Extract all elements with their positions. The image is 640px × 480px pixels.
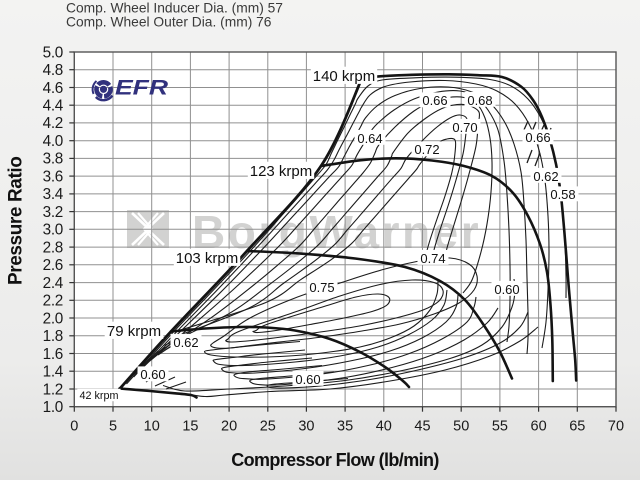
svg-text:10: 10 [144,419,160,435]
svg-text:Compressor Flow (lb/min): Compressor Flow (lb/min) [231,450,439,470]
svg-text:0.64: 0.64 [357,131,382,146]
svg-text:15: 15 [182,419,198,435]
svg-text:0.72: 0.72 [414,142,439,157]
svg-text:1.0: 1.0 [43,399,63,416]
svg-text:30: 30 [298,419,314,435]
svg-text:1.8: 1.8 [43,328,63,345]
svg-text:Comp. Wheel Outer Dia. (mm) 76: Comp. Wheel Outer Dia. (mm) 76 [66,15,272,30]
svg-text:25: 25 [260,419,276,435]
svg-text:0.58: 0.58 [550,187,575,202]
svg-text:4.6: 4.6 [43,80,63,97]
svg-text:103 krpm: 103 krpm [176,250,239,267]
svg-text:0.60: 0.60 [140,367,165,382]
svg-text:2.8: 2.8 [43,239,63,256]
svg-text:5.0: 5.0 [43,44,63,61]
svg-text:0.74: 0.74 [420,251,445,266]
svg-text:4.0: 4.0 [43,133,63,150]
svg-text:45: 45 [414,419,430,435]
svg-text:123 krpm: 123 krpm [250,163,313,180]
svg-text:2.2: 2.2 [43,293,63,310]
svg-text:0.68: 0.68 [467,93,492,108]
svg-text:50: 50 [453,419,469,435]
svg-text:3.0: 3.0 [43,222,63,239]
svg-text:3.8: 3.8 [43,151,63,168]
svg-text:4.2: 4.2 [43,115,63,132]
svg-text:2.0: 2.0 [43,310,63,327]
svg-text:3.6: 3.6 [43,168,63,185]
svg-text:1.4: 1.4 [43,364,64,381]
svg-text:0.60: 0.60 [295,372,320,387]
svg-text:2.4: 2.4 [43,275,64,292]
svg-text:79 krpm: 79 krpm [107,323,161,340]
svg-text:0.62: 0.62 [173,335,198,350]
svg-text:5: 5 [109,419,117,435]
svg-text:4.8: 4.8 [43,62,63,79]
svg-text:140 krpm: 140 krpm [313,68,376,85]
svg-text:0.62: 0.62 [533,169,558,184]
svg-text:42 krpm: 42 krpm [79,390,118,402]
svg-text:1.2: 1.2 [43,381,63,398]
svg-text:65: 65 [569,419,585,435]
svg-text:0.66: 0.66 [525,130,550,145]
svg-text:0.66: 0.66 [422,93,447,108]
svg-text:60: 60 [531,419,547,435]
svg-text:70: 70 [608,419,624,435]
svg-text:Comp. Wheel Inducer Dia. (mm): Comp. Wheel Inducer Dia. (mm) 57 [66,1,283,16]
svg-text:40: 40 [376,419,392,435]
svg-text:2.6: 2.6 [43,257,63,274]
svg-text:0: 0 [70,419,78,435]
svg-text:Pressure Ratio: Pressure Ratio [6,157,27,286]
svg-text:35: 35 [337,419,353,435]
svg-text:0.70: 0.70 [452,120,477,135]
svg-text:20: 20 [221,419,237,435]
svg-text:EFR: EFR [115,76,169,99]
svg-text:55: 55 [492,419,508,435]
svg-text:1.6: 1.6 [43,346,63,363]
svg-text:3.4: 3.4 [43,186,64,203]
svg-text:0.60: 0.60 [494,282,519,297]
svg-text:0.75: 0.75 [309,280,334,295]
svg-text:4.4: 4.4 [43,98,64,115]
svg-text:3.2: 3.2 [43,204,63,221]
